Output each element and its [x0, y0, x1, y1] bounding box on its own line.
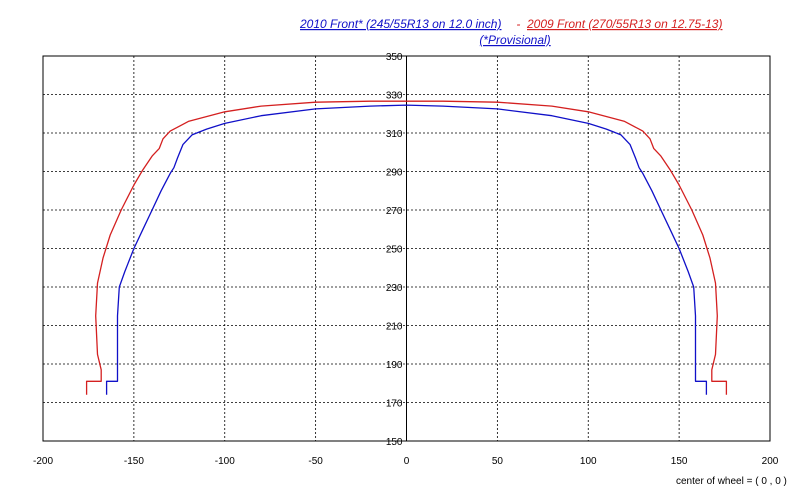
series-2009-front-line	[85, 100, 728, 395]
chart-title-blue: 2010 Front* (245/55R13 on 12.0 inch)	[299, 17, 501, 31]
x-tick-label: -50	[308, 456, 323, 467]
series-lines	[85, 100, 728, 395]
y-tick-label: 230	[386, 283, 403, 294]
x-tick-label: 150	[671, 456, 688, 467]
y-tick-label: 290	[386, 168, 403, 179]
tick-labels: -200 -150 -100 -50 0 50 100 150 200 150 170 190 210 2…	[33, 52, 779, 467]
chart-title-red: 2009 Front (270/55R13 on 12.75-13)	[526, 17, 722, 31]
grid	[43, 56, 770, 441]
x-tick-label: 100	[580, 456, 597, 467]
x-tick-label: -200	[33, 456, 53, 467]
y-tick-label: 170	[386, 399, 403, 410]
chart-subtitle: (*Provisional)	[479, 33, 550, 47]
series-2010-front-line	[105, 104, 708, 395]
y-tick-label: 250	[386, 245, 403, 256]
x-tick-label: 50	[492, 456, 504, 467]
center-of-wheel-note: center of wheel = ( 0 , 0 )	[676, 476, 787, 487]
chart-title-separator: -	[513, 17, 524, 31]
y-tick-label: 310	[386, 129, 403, 140]
y-tick-label: 350	[386, 52, 403, 63]
y-tick-label: 270	[386, 206, 403, 217]
x-tick-label: 0	[404, 456, 410, 467]
y-tick-label: 150	[386, 437, 403, 448]
y-tick-label: 330	[386, 91, 403, 102]
plot-frame	[42, 55, 771, 442]
y-tick-label: 210	[386, 322, 403, 333]
x-tick-label: -100	[215, 456, 235, 467]
x-tick-label: -150	[124, 456, 144, 467]
x-tick-label: 200	[762, 456, 779, 467]
y-tick-label: 190	[386, 360, 403, 371]
